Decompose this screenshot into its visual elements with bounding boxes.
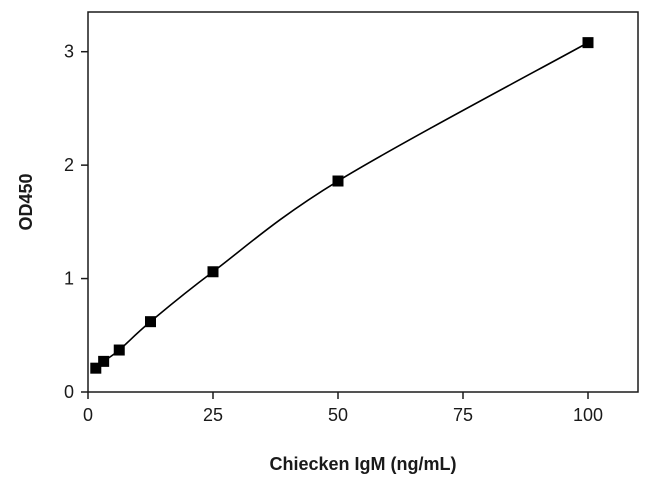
data-point-3 [145, 316, 156, 328]
fit-curve-line [95, 41, 589, 369]
data-points [90, 37, 594, 374]
data-point-4 [207, 266, 219, 278]
y-tick-label-3: 3 [64, 42, 74, 62]
data-point-6 [582, 37, 594, 49]
axis-ticks [81, 50, 589, 399]
x-tick-label-3: 75 [453, 405, 473, 425]
x-tick-label-2: 50 [328, 405, 348, 425]
x-tick-label-0: 0 [83, 405, 93, 425]
x-tick-label-4: 100 [573, 405, 603, 425]
y-tick-label-0: 0 [64, 382, 74, 402]
y-tick-label-2: 2 [64, 155, 74, 175]
data-point-5 [332, 175, 344, 187]
data-point-2 [113, 344, 125, 356]
y-axis-title: OD450 [16, 173, 36, 230]
plot-frame [87, 11, 639, 393]
y-tick-label-1: 1 [64, 269, 74, 289]
axis-tick-labels: 0 25 50 75 100 0 1 2 3 [64, 42, 603, 425]
x-axis-title: Chiecken IgM (ng/mL) [269, 454, 456, 474]
data-point-1 [98, 355, 110, 367]
data-point-0 [90, 362, 102, 374]
x-tick-label-1: 25 [203, 405, 223, 425]
